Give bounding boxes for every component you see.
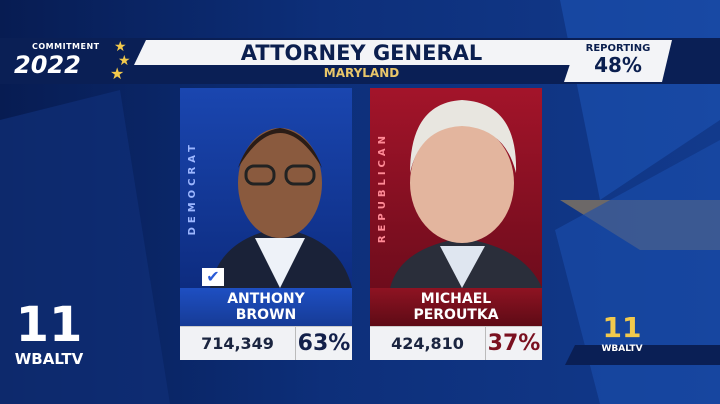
party-label: REPUBLICAN [376, 132, 388, 244]
commitment-2022-logo: COMMITMENT 2022 [14, 42, 100, 79]
candidate-card-democrat: DEMOCRAT ✔ ANTHONY BROWN 714,349 63% [180, 88, 352, 360]
star-icon: ★ [110, 64, 125, 83]
vote-percent: 37% [487, 331, 541, 356]
candidate-stats: 424,810 37% [370, 326, 542, 360]
vote-percent: 63% [297, 331, 351, 356]
candidate-portrait [210, 128, 352, 288]
candidate-photo: REPUBLICAN [370, 88, 542, 288]
party-label: DEMOCRAT [186, 140, 198, 236]
candidate-stats: 714,349 63% [180, 326, 352, 360]
candidate-photo: DEMOCRAT ✔ [180, 88, 352, 288]
vote-count: 714,349 [180, 327, 296, 360]
bug-bar [565, 345, 720, 365]
wbal-bug-logo: 11 WBALTV [601, 311, 643, 355]
star-icon: ★ [118, 53, 131, 69]
race-state: MARYLAND [323, 66, 400, 80]
vote-count: 424,810 [370, 327, 486, 360]
winner-check-icon: ✔ [202, 268, 224, 286]
wbal-logo: 11 WBALTV [14, 297, 84, 368]
candidate-name: ANTHONY BROWN [180, 288, 352, 326]
candidate-card-republican: REPUBLICAN MICHAEL PEROUTKA 424,810 37% [370, 88, 542, 360]
race-title: ATTORNEY GENERAL [240, 41, 483, 65]
candidate-name: MICHAEL PEROUTKA [370, 288, 542, 326]
candidate-portrait [390, 100, 542, 288]
title-bar [134, 40, 589, 65]
reporting-box: REPORTING 48% [564, 40, 672, 82]
star-icon: ★ [114, 39, 127, 55]
